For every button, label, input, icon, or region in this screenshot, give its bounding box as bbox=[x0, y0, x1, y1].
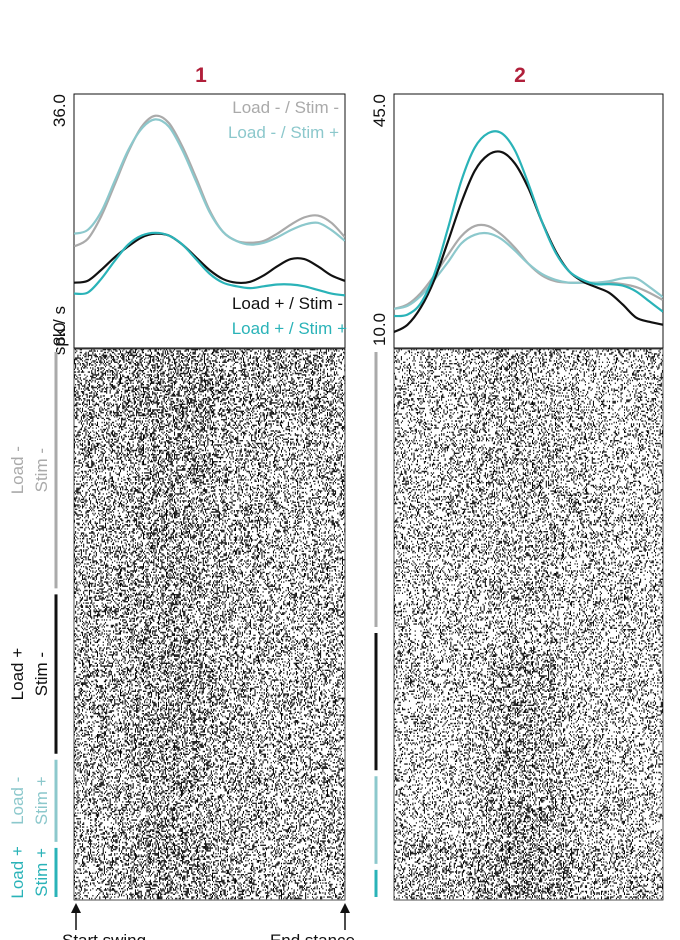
panel-2: 2 45.0 10.0 bbox=[370, 64, 664, 349]
series-line-4 bbox=[394, 130, 663, 318]
series-line-3 bbox=[74, 232, 345, 285]
raster-2-frame bbox=[393, 348, 664, 901]
legend-load-plus-stim-minus: Load + / Stim - bbox=[232, 294, 343, 313]
group-label-4-line-2: Stim + bbox=[32, 848, 51, 897]
group-label-3-line-2: Stim + bbox=[32, 776, 51, 825]
series-line-2 bbox=[394, 231, 663, 310]
panel-1-ytick-top: 36.0 bbox=[50, 94, 69, 127]
panel-2-series bbox=[394, 130, 663, 334]
group-label-3-line-1: Load - bbox=[8, 777, 27, 825]
legend-load-minus-stim-minus: Load - / Stim - bbox=[232, 98, 339, 117]
group-label-1-line-1: Load - bbox=[8, 446, 27, 494]
end-stance-marker: End stance bbox=[270, 903, 355, 940]
raster-2 bbox=[394, 349, 663, 900]
series-line-1 bbox=[394, 223, 663, 310]
panel-1-title: 1 bbox=[195, 64, 207, 87]
group-label-1-line-2: Stim - bbox=[32, 448, 51, 492]
panel-2-title: 2 bbox=[514, 64, 526, 87]
up-arrow-icon bbox=[340, 903, 350, 913]
panel-1-ytick-bottom: 8.0 bbox=[50, 322, 69, 346]
group-label-2-line-2: Stim - bbox=[32, 652, 51, 696]
start-swing-label: Start swing bbox=[62, 931, 146, 940]
legend-load-plus-stim-plus: Load + / Stim + bbox=[232, 319, 347, 338]
raster-1-frame bbox=[73, 348, 346, 901]
panel-2-frame bbox=[393, 93, 664, 349]
series-line-3 bbox=[394, 150, 663, 334]
series-line-4 bbox=[74, 231, 345, 297]
start-swing-marker: Start swing bbox=[62, 903, 146, 940]
panel-2-ytick-top: 45.0 bbox=[370, 94, 389, 127]
up-arrow-icon bbox=[71, 903, 81, 913]
spike-raster bbox=[394, 349, 663, 900]
group-label-2-line-1: Load + bbox=[8, 648, 27, 701]
panel-1-ylabel: spk / s bbox=[50, 306, 69, 355]
raster-1 bbox=[74, 349, 346, 900]
end-stance-label: End stance bbox=[270, 931, 355, 940]
panel-1-series bbox=[74, 114, 345, 297]
spike-raster bbox=[74, 349, 346, 900]
legend-load-minus-stim-plus: Load - / Stim + bbox=[228, 123, 339, 142]
panel-2-ytick-bottom: 10.0 bbox=[370, 313, 389, 346]
panel-1-frame bbox=[73, 93, 346, 349]
series-line-2 bbox=[74, 118, 345, 246]
panel-1: 1 36.0 8.0 spk / s Load - / Stim - Load … bbox=[50, 64, 347, 355]
raster-1-group-bars: Load - Stim - Load + Stim - Load - Stim + Load… bbox=[8, 352, 58, 899]
group-label-4-line-1: Load + bbox=[8, 846, 27, 899]
